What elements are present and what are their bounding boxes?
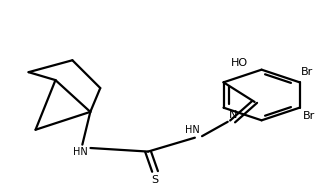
Text: S: S: [151, 175, 159, 185]
Text: HO: HO: [231, 58, 248, 67]
Text: Br: Br: [303, 111, 315, 121]
Text: Br: Br: [301, 67, 314, 77]
Text: HN: HN: [185, 125, 200, 136]
Text: HN: HN: [73, 147, 88, 157]
Text: N: N: [229, 110, 238, 120]
